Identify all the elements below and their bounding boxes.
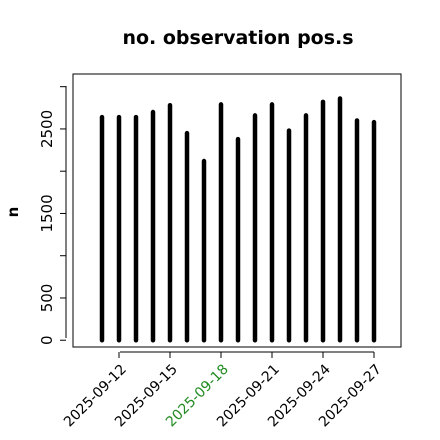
y-tick-label: 2500 xyxy=(38,110,56,148)
y-tick-label: 500 xyxy=(38,284,56,313)
plot-frame xyxy=(72,73,402,348)
x-axis: 2025-09-122025-09-152025-09-182025-09-21… xyxy=(61,351,385,430)
bar-series xyxy=(99,96,377,343)
chart-title: no. observation pos.s xyxy=(122,27,353,49)
y-axis: 0 500 1500 2500 xyxy=(38,86,67,345)
y-axis-label: n xyxy=(4,207,22,218)
y-tick-label: 1500 xyxy=(38,194,56,232)
y-tick-label: 0 xyxy=(38,335,56,345)
